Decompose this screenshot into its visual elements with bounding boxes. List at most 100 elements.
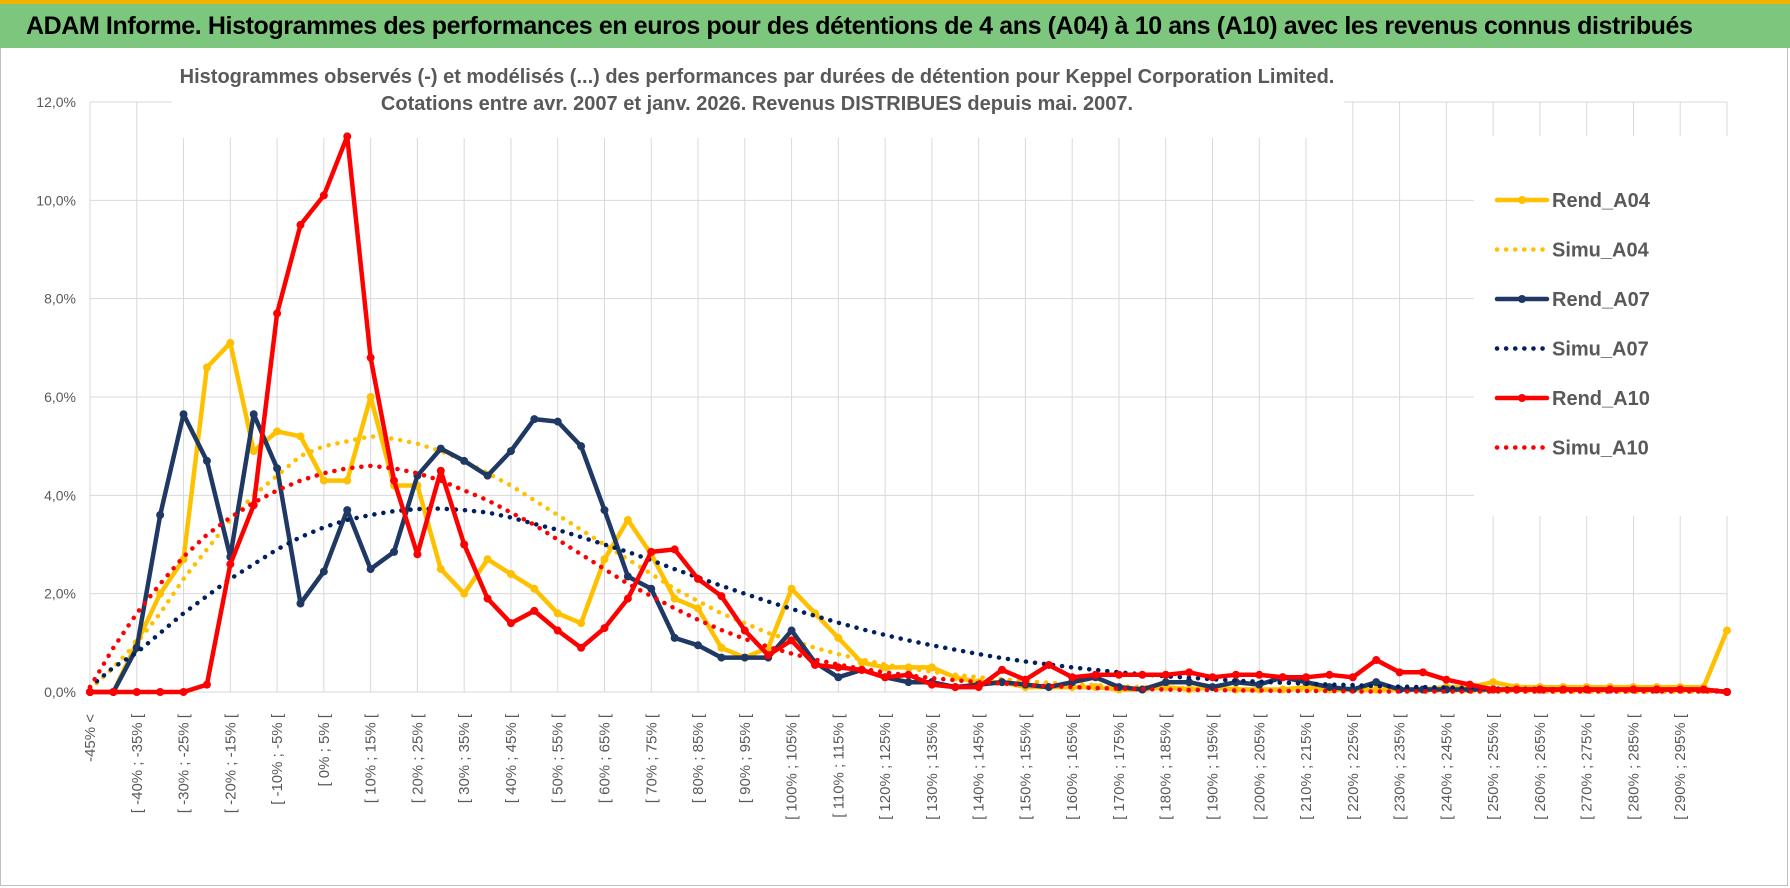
legend-label-rend-a10: Rend_A10 [1552,388,1650,410]
data-point-rend-a10 [1231,670,1240,679]
data-point-rend-a10 [764,651,773,660]
data-point-rend-a10 [156,688,165,696]
data-point-rend-a10 [343,132,352,141]
x-tick-label: [ 100% ; 105% [ [784,713,801,820]
header-banner: ADAM Informe. Histogrammes des performan… [0,0,1790,48]
legend-marker-rend-a10 [1518,394,1526,402]
x-tick-label: [ 0% ; 5% [ [316,713,333,786]
data-point-rend-a10 [1161,670,1170,679]
x-tick-label: [ 270% ; 275% [ [1579,713,1596,820]
data-point-rend-a04 [319,476,328,485]
data-point-rend-a04 [156,589,165,598]
data-point-rend-a10 [998,665,1007,674]
x-tick-label: [ 50% ; 55% [ [550,713,567,803]
data-point-rend-a10 [553,626,562,635]
data-point-rend-a10 [413,550,422,559]
x-tick-label: [ 140% ; 145% [ [971,713,988,820]
data-point-rend-a10 [787,636,796,645]
x-tick-label: [ 250% ; 255% [ [1485,713,1502,820]
data-point-rend-a10 [951,683,960,692]
data-point-rend-a10 [1372,656,1381,665]
data-point-rend-a07 [998,678,1007,687]
data-point-rend-a10 [483,594,492,603]
y-tick-label: 2,0% [44,586,76,602]
chart-title-background [172,60,1344,138]
legend: Rend_A04 Simu_A04 Rend_A07 Simu_A07 Rend_A10… [1494,190,1651,460]
data-point-rend-a04 [623,515,632,524]
data-point-rend-a04 [834,633,843,642]
legend-label-simu-a04: Simu_A04 [1552,240,1650,262]
data-point-rend-a04 [694,604,703,613]
x-tick-label: [ -20% ; -15% [ [222,713,239,813]
x-tick-label: [ 290% ; 295% [ [1672,713,1689,820]
data-point-rend-a10 [530,606,539,615]
x-tick-label: [ 220% ; 225% [ [1345,713,1362,820]
data-point-rend-a10 [1302,673,1311,682]
series-group [86,132,1731,696]
x-tick-label: [ 80% ; 85% [ [690,713,707,803]
legend-label-simu-a07: Simu_A07 [1552,339,1649,361]
x-tick-label: [ 190% ; 195% [ [1205,713,1222,820]
data-point-rend-a10 [717,592,726,601]
data-point-rend-a10 [1442,675,1451,684]
y-tick-label: 8,0% [44,291,76,307]
x-tick-label: [ 110% ; 115% [ [830,713,847,818]
data-point-rend-a10 [927,680,936,689]
data-point-rend-a07 [296,599,305,608]
data-point-rend-a07 [787,626,796,635]
data-point-rend-a10 [1348,673,1357,682]
chart-title-line-2: Cotations entre avr. 2007 et janv. 2026.… [381,93,1133,115]
y-tick-label: 4,0% [44,487,76,503]
data-point-rend-a10 [974,683,983,692]
data-point-rend-a04 [600,555,609,564]
data-point-rend-a07 [717,653,726,662]
data-point-rend-a10 [506,619,515,628]
x-tick-label: [ 240% ; 245% [ [1438,713,1455,820]
data-point-rend-a07 [460,456,469,465]
legend-label-rend-a04: Rend_A04 [1552,190,1651,212]
x-tick-label: [ 70% ; 75% [ [643,713,660,803]
data-point-rend-a04 [249,447,258,456]
data-point-rend-a07 [904,678,913,687]
data-point-rend-a07 [132,643,141,652]
data-point-rend-a10 [1208,673,1217,682]
header-title: ADAM Informe. Histogrammes des performan… [26,11,1693,40]
data-point-rend-a04 [296,432,305,441]
data-point-rend-a10 [1465,680,1474,689]
x-tick-label: [ 40% ; 45% [ [503,713,520,803]
x-tick-label: [ 10% ; 15% [ [363,713,380,803]
data-point-rend-a04 [670,594,679,603]
data-point-rend-a07 [343,506,352,515]
data-point-rend-a10 [1395,668,1404,677]
data-point-rend-a07 [156,511,165,519]
data-point-rend-a04 [483,555,492,564]
y-axis: 0,0% 2,0% 4,0% 6,0% 8,0% 10,0% 12,0% [36,94,76,700]
data-point-rend-a10 [179,688,188,696]
data-point-rend-a10 [694,574,703,583]
data-point-rend-a07 [319,567,328,576]
data-point-rend-a07 [834,673,843,682]
data-point-rend-a04 [436,565,445,574]
data-point-rend-a07 [577,442,586,451]
data-point-rend-a07 [600,506,609,515]
x-tick-label: [ 230% ; 235% [ [1392,713,1409,820]
data-point-rend-a10 [1418,668,1427,677]
data-point-rend-a07 [436,444,445,453]
x-tick-label: [ 180% ; 185% [ [1158,713,1175,820]
x-axis: -45% < [ -40% ; -35% [[ -30% ; -25% [[ -2… [82,713,1689,820]
x-tick-label: [ 30% ; 35% [ [456,713,473,803]
data-point-rend-a04 [1489,678,1498,687]
x-tick-label: [ -10% ; -5% [ [269,713,286,805]
legend-marker-rend-a07 [1518,295,1526,303]
series-line-simu-a10 [87,463,1730,694]
data-point-rend-a07 [553,417,562,426]
x-tick-label: [ 170% ; 175% [ [1111,713,1128,820]
y-tick-label: 0,0% [44,684,76,700]
y-tick-label: 6,0% [44,389,76,405]
chart: Histogrammes observés (-) et modélisés (… [36,60,1731,820]
x-tick-label: [ 130% ; 135% [ [924,713,941,820]
x-tick-label: [ 160% ; 165% [ [1064,713,1081,820]
data-point-rend-a10 [436,466,445,475]
data-point-rend-a07 [249,410,258,419]
data-point-rend-a10 [132,688,141,696]
